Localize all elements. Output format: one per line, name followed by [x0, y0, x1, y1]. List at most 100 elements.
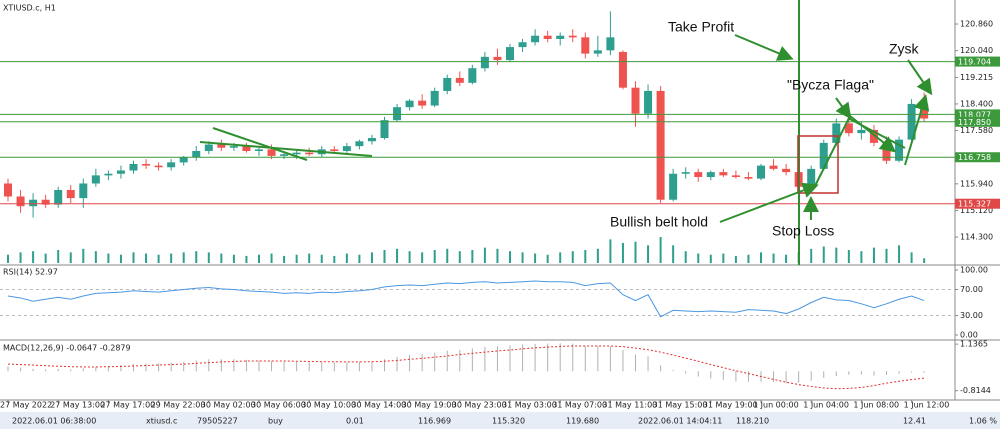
x-tick-label: 27 May 17:00 [100, 401, 155, 410]
candle-body [393, 107, 402, 121]
candle-body [618, 51, 627, 88]
volume-bar [308, 253, 311, 263]
volume-bar [232, 254, 235, 263]
arrow [907, 59, 933, 96]
candle-body [681, 172, 690, 174]
rsi-title: RSI(14) 52.97 [3, 268, 58, 277]
volume-bar [207, 252, 210, 263]
volume-bar [496, 248, 499, 263]
x-tick-label: 30 May 06:00 [251, 401, 306, 410]
volume-bar [145, 253, 148, 263]
arrow [835, 97, 852, 120]
candle-body [506, 47, 514, 61]
volume-bar [584, 250, 587, 263]
volume-bar [270, 253, 273, 263]
candle-body [267, 149, 276, 156]
candle-body [192, 151, 201, 158]
y-tick-label: -0.8144 [960, 386, 991, 395]
level-label-box [955, 152, 1000, 163]
y-tick-label: 117.580 [960, 126, 993, 135]
candle-body [142, 164, 151, 166]
x-tick-label: 30 May 14:00 [351, 401, 406, 410]
level-label-box [955, 56, 1000, 67]
volume-bar [383, 250, 386, 263]
annotation-overlay [199, 0, 933, 265]
candle-body [568, 35, 577, 38]
volume-bar [697, 253, 700, 263]
volume-bar [471, 250, 474, 263]
candle-body [782, 168, 791, 173]
x-tick-label: 1 Jun 00:00 [753, 401, 799, 410]
candle-body [255, 149, 263, 152]
candle-body [154, 165, 163, 168]
candle-body [631, 87, 640, 114]
volume-bar [621, 242, 624, 263]
level-label: 116.758 [958, 153, 991, 162]
candle-body [644, 90, 653, 114]
candle-body [807, 168, 816, 187]
volume-bar [320, 254, 323, 263]
volume-bar [747, 254, 750, 263]
volume-bar [609, 239, 612, 263]
candle-body [104, 173, 113, 176]
y-tick-label: 120.860 [960, 20, 993, 29]
volume-bar [898, 245, 901, 263]
y-tick-label: 0.00 [960, 330, 978, 339]
candle-body [556, 35, 565, 39]
x-tick-label: 1 Jun 04:00 [803, 401, 849, 410]
annotation: "Bycza Flaga" [787, 77, 874, 93]
y-tick-label: 119.215 [960, 73, 993, 82]
volume-bar [571, 251, 574, 263]
status-cell: 119.680 [566, 417, 599, 426]
candle-body [480, 56, 489, 69]
y-tick-label: 100.00 [960, 266, 988, 275]
arrow [734, 34, 794, 61]
x-tick-label: 30 May 19:00 [402, 401, 457, 410]
candle-body [731, 175, 740, 177]
annotation: Stop Loss [772, 223, 834, 239]
annotation: Bullish belt hold [610, 214, 708, 230]
candle-body [204, 144, 213, 152]
status-cell: 79505227 [197, 417, 238, 426]
candle-body [669, 173, 678, 200]
volume-bar [107, 253, 110, 263]
status-cell: 118.210 [736, 417, 769, 426]
volume-bar [860, 251, 863, 263]
volume-bar [19, 252, 22, 263]
volume-bar [69, 252, 72, 263]
volume-bar [258, 254, 260, 263]
level-label: 119.704 [958, 58, 991, 67]
candle-body [280, 154, 289, 156]
candle-body [757, 165, 765, 179]
y-tick-label: 114.300 [960, 233, 993, 242]
x-tick-label: 27 May 13:00 [50, 401, 105, 410]
volume-bar [132, 252, 135, 263]
candle-body [581, 37, 590, 54]
arrow [719, 182, 819, 223]
candle-body [79, 183, 88, 199]
volume-bar [734, 255, 737, 263]
status-bar [0, 412, 1000, 429]
candle-body [744, 176, 753, 179]
volume-bar [521, 252, 524, 263]
status-cell: 12.41 [903, 417, 926, 426]
annotation: Zysk [889, 41, 920, 57]
x-tick-label: 29 May 22:00 [151, 401, 206, 410]
volume-bar [333, 255, 336, 263]
candle-body [217, 144, 226, 148]
candle-body [330, 149, 339, 152]
candle-body [857, 129, 866, 134]
status-cell: 115.320 [492, 417, 525, 426]
candle-body [543, 35, 552, 39]
volume-bar [684, 251, 687, 263]
status-cell: 2022.06.01 14:04:11 [638, 417, 722, 426]
status-cell: 1.06 % [969, 417, 997, 426]
volume-bar [596, 248, 599, 263]
x-tick-label: 31 May 19:00 [703, 401, 758, 410]
candle-body [129, 164, 138, 171]
x-tick-label: 1 Jun 12:00 [904, 401, 950, 410]
candle-body [895, 139, 904, 161]
candle-body [844, 123, 853, 134]
volume-bar [433, 250, 436, 263]
